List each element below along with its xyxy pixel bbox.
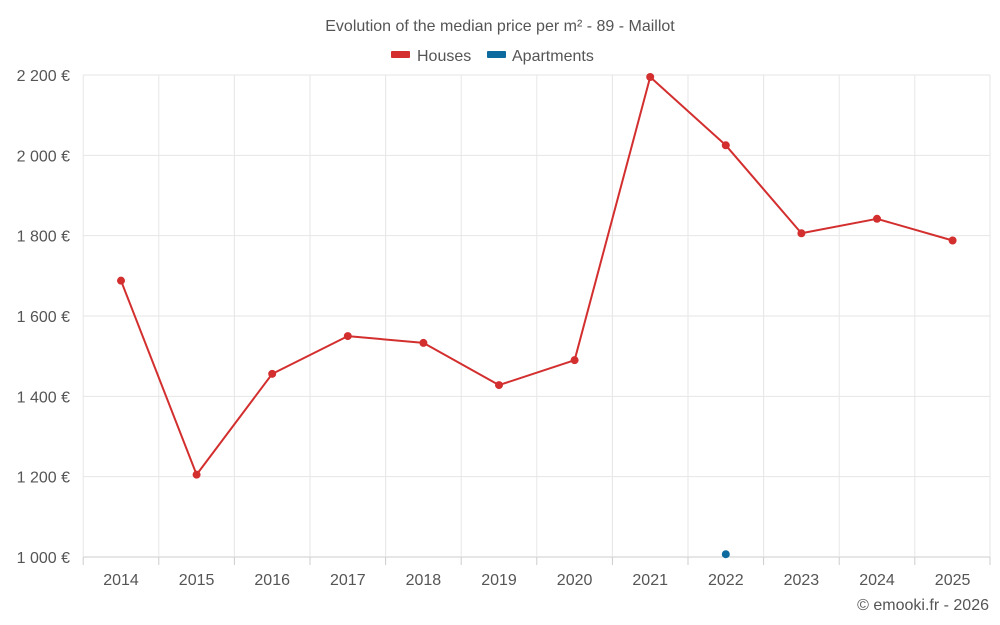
y-tick-label: 1 200 € <box>17 470 70 487</box>
x-tick-label: 2019 <box>481 572 517 589</box>
data-point-houses-2025[interactable] <box>948 236 957 245</box>
series-layer <box>117 73 957 559</box>
legend-item-houses[interactable]: Houses <box>391 48 471 65</box>
data-point-houses-2024[interactable] <box>873 214 881 223</box>
x-tick-label: 2016 <box>254 572 290 589</box>
x-tick-label: 2018 <box>406 572 442 589</box>
y-axis-ticks: 1 000 € 1 200 € 1 400 € 1 600 € 1 800 € 2 000… <box>17 68 70 567</box>
x-tick-label: 2021 <box>632 572 668 589</box>
data-point-houses-2015[interactable] <box>192 470 201 479</box>
data-point-houses-2018[interactable] <box>419 338 428 347</box>
y-tick-label: 1 000 € <box>17 550 70 567</box>
data-point-houses-2016[interactable] <box>268 369 277 378</box>
series-line-houses <box>120 76 953 476</box>
credit-text: © emooki.fr - 2026 <box>857 597 989 614</box>
x-axis-ticks: 2014 2015 2016 2017 2018 2019 2020 2021 2022 2023… <box>103 572 970 589</box>
x-tick-label: 2017 <box>330 572 366 589</box>
data-point-houses-2023[interactable] <box>797 229 806 238</box>
legend-item-apartments[interactable]: Apartments <box>487 48 594 65</box>
x-tick-label: 2014 <box>103 572 139 589</box>
legend-swatch-houses <box>391 51 410 58</box>
y-tick-label: 2 000 € <box>17 148 70 165</box>
legend-label-houses: Houses <box>417 48 471 65</box>
legend: Houses Apartments <box>391 48 594 65</box>
x-tick-label: 2015 <box>179 572 215 589</box>
data-point-houses-2022[interactable] <box>721 141 730 150</box>
data-point-apartments-2022[interactable] <box>721 550 730 559</box>
x-tick-label: 2025 <box>935 572 971 589</box>
x-tick-label: 2020 <box>557 572 593 589</box>
chart-title: Evolution of the median price per m² - 8… <box>325 18 675 35</box>
data-point-houses-2017[interactable] <box>343 332 352 341</box>
y-tick-label: 1 400 € <box>17 389 70 406</box>
data-point-houses-2014[interactable] <box>117 276 125 285</box>
data-point-houses-2020[interactable] <box>570 356 579 365</box>
y-tick-label: 2 200 € <box>17 68 70 85</box>
legend-swatch-apartments <box>487 51 506 58</box>
x-tick-label: 2023 <box>784 572 820 589</box>
x-tick-label: 2024 <box>859 572 895 589</box>
y-tick-label: 1 600 € <box>17 309 70 326</box>
legend-label-apartments: Apartments <box>512 48 594 65</box>
data-point-houses-2019[interactable] <box>495 381 503 390</box>
x-tick-label: 2022 <box>708 572 744 589</box>
x-gridlines <box>82 75 991 565</box>
y-tick-label: 1 800 € <box>17 229 70 246</box>
data-point-houses-2021[interactable] <box>646 73 655 82</box>
